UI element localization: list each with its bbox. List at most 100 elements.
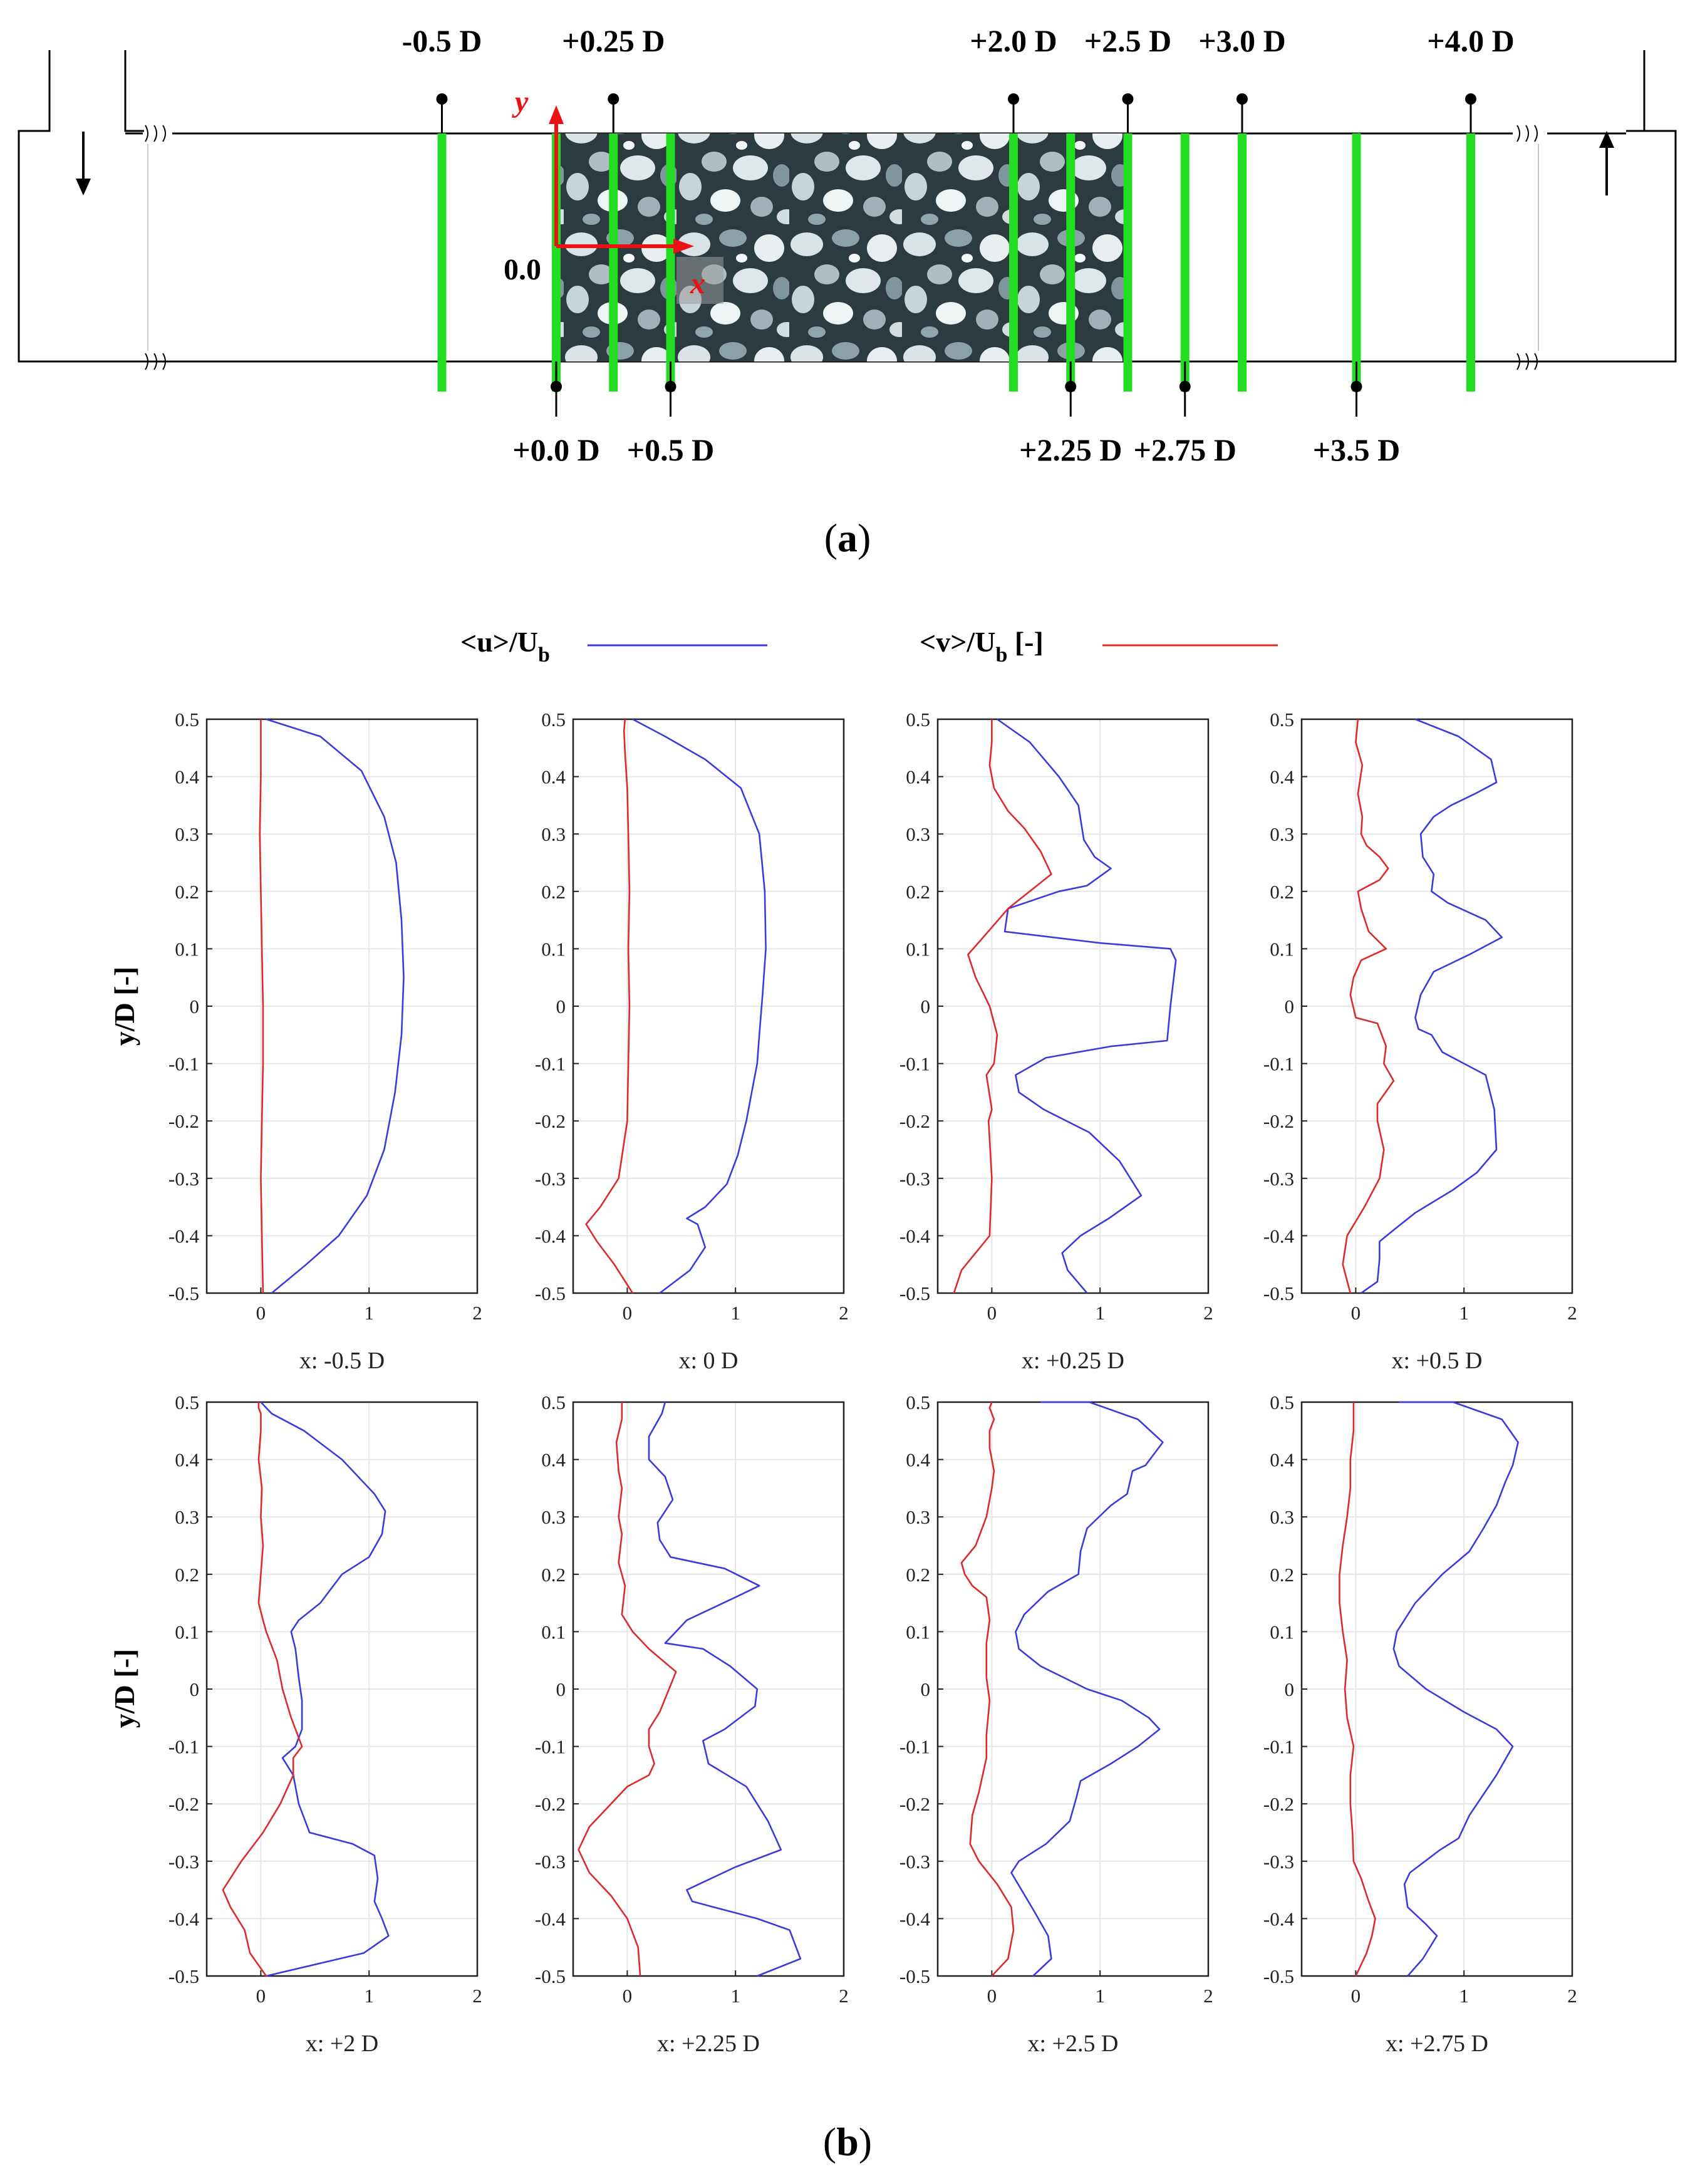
tick-label-y: -0.4	[535, 1225, 566, 1247]
tick-label-y: -0.4	[899, 1225, 931, 1247]
tick-label-y: 0.3	[1270, 1506, 1294, 1528]
tick-label-x: 0	[987, 1302, 997, 1324]
tick-label-y: 0.5	[541, 1391, 566, 1413]
station-label: -0.5 D	[402, 23, 482, 58]
tick-label-y: 0.2	[541, 881, 566, 903]
tick-label-y: 0.5	[541, 709, 566, 731]
tick-label-y: -0.5	[168, 1965, 199, 1987]
tick-label-y: -0.4	[1263, 1225, 1295, 1247]
tick-label-y: 0.1	[541, 1621, 566, 1643]
tick-label-y: -0.3	[535, 1851, 566, 1873]
tick-label-y: 0.3	[541, 1506, 566, 1528]
tick-label-x: 1	[730, 1985, 740, 2007]
profile-chart-6: -0.5 -0.4 -0.3 -0.2 -0.1 0 0.1 0.2 0.3 0.4 0.5 0 1 2 x…	[535, 1391, 849, 2057]
tick-label-x: 2	[839, 1302, 849, 1324]
legend-entry-u: <u>/Ub	[460, 626, 767, 667]
station-dot	[1065, 381, 1077, 392]
tick-label-x: 0	[1351, 1985, 1361, 2007]
tick-label-y: 0	[556, 1678, 566, 1700]
local-axes	[549, 105, 694, 254]
tick-label-y: 0.5	[906, 709, 930, 731]
tick-label-x: 2	[472, 1985, 482, 2007]
tick-label-x: 0	[256, 1985, 266, 2007]
tick-label-y: -0.2	[535, 1793, 566, 1815]
tick-label-y: -0.3	[1263, 1168, 1294, 1190]
station-+2.75: +2.75 D	[1133, 133, 1236, 467]
tick-label-y: -0.2	[168, 1110, 199, 1132]
series-v-line	[960, 1401, 1015, 1977]
legend-entry-v: <v>/Ub [-]	[920, 626, 1278, 667]
panel-b-caption-letter: b	[836, 2119, 859, 2164]
station-+0.5: +0.5 D	[627, 133, 714, 467]
tick-label-x: 2	[472, 1302, 482, 1324]
tick-label-y: 0.3	[175, 823, 199, 845]
tick-label-x: 0	[623, 1302, 633, 1324]
inlet-wall	[124, 50, 144, 132]
tick-label-x: 2	[1567, 1985, 1577, 2007]
tick-label-y: -0.5	[1263, 1965, 1294, 1987]
station-dot	[1179, 381, 1191, 392]
tick-label-y: 0.3	[541, 823, 566, 845]
profile-chart-2: -0.5 -0.4 -0.3 -0.2 -0.1 0 0.1 0.2 0.3 0.4 0.5 0 1 2 x…	[535, 709, 849, 1374]
tick-label-y: 0.2	[541, 1564, 566, 1586]
tick-label-y: -0.5	[899, 1282, 930, 1304]
station-label: +2.25 D	[1019, 432, 1122, 467]
tick-label-y: 0.1	[1270, 938, 1294, 960]
tick-label-y: -0.3	[899, 1168, 930, 1190]
station-label: +2.75 D	[1133, 432, 1236, 467]
tick-label-y: -0.5	[535, 1282, 566, 1304]
tick-label-y: -0.2	[168, 1793, 199, 1815]
station-label: +2.5 D	[1084, 23, 1172, 58]
tick-label-y: -0.1	[899, 1736, 930, 1758]
station-+2.25: +2.25 D	[1019, 133, 1122, 467]
series-v-line	[1342, 719, 1395, 1294]
panel-a-caption: (a)	[824, 516, 871, 560]
svg-text:(a): (a)	[824, 516, 871, 560]
tick-label-y: 0.2	[906, 881, 930, 903]
tick-label-y: -0.1	[535, 1053, 566, 1075]
tick-label-x: 1	[1459, 1985, 1469, 2007]
station-dot	[1465, 93, 1476, 105]
series-v-line	[578, 1402, 677, 1977]
tick-label-y: -0.3	[1263, 1851, 1294, 1873]
tick-label-y: -0.1	[168, 1736, 199, 1758]
tick-label-y: 0.4	[1270, 766, 1294, 788]
tick-label-y: 0.1	[175, 938, 199, 960]
tick-label-y: -0.5	[1263, 1282, 1294, 1304]
tick-label-y: 0	[556, 996, 566, 1017]
series-v-line	[585, 719, 634, 1294]
tick-label-x: 2	[1203, 1985, 1213, 2007]
legend: <u>/Ub <v>/Ub [-]	[460, 626, 1278, 667]
outflow-arrow-icon	[1599, 131, 1614, 195]
station-dot	[1008, 93, 1019, 105]
tick-label-y: -0.2	[1263, 1110, 1294, 1132]
channel-outline	[18, 50, 51, 363]
profile-charts: -0.5 -0.4 -0.3 -0.2 -0.1 0 0.1 0.2 0.3 0.4 0.5 0 1 2 x…	[168, 709, 1577, 2057]
station-dot	[1350, 381, 1362, 392]
break-marks	[145, 125, 1538, 370]
panel-a-caption-letter: a	[837, 516, 858, 560]
station-+0.25: +0.25 D	[562, 23, 665, 392]
tick-label-y: 0.3	[175, 1506, 199, 1528]
series-u-line	[1361, 718, 1503, 1294]
series-u-line	[260, 1401, 390, 1977]
tick-label-y: 0.1	[1270, 1621, 1294, 1643]
tick-label-y: -0.4	[899, 1908, 931, 1930]
tick-label-x: 1	[364, 1985, 374, 2007]
tick-label-y: -0.3	[168, 1851, 199, 1873]
tick-label-y: -0.4	[1263, 1908, 1295, 1930]
tick-label-y: 0.1	[175, 1621, 199, 1643]
profile-chart-4: -0.5 -0.4 -0.3 -0.2 -0.1 0 0.1 0.2 0.3 0.4 0.5 0 1 2 x…	[1263, 709, 1577, 1374]
legend-label: <v>/Ub [-]	[920, 626, 1044, 667]
tick-label-y: -0.2	[899, 1110, 930, 1132]
tick-label-y: 0.1	[541, 938, 566, 960]
tick-label-x: 2	[1567, 1302, 1577, 1324]
tick-label-y: 0.3	[906, 1506, 930, 1528]
tick-label-y: 0.3	[906, 823, 930, 845]
tick-label-y: 0	[190, 996, 200, 1017]
chart-station-title: x: -0.5 D	[299, 1348, 385, 1374]
series-v-line	[953, 719, 1052, 1294]
tick-label-x: 0	[623, 1985, 633, 2007]
station-label: +0.25 D	[562, 23, 665, 58]
